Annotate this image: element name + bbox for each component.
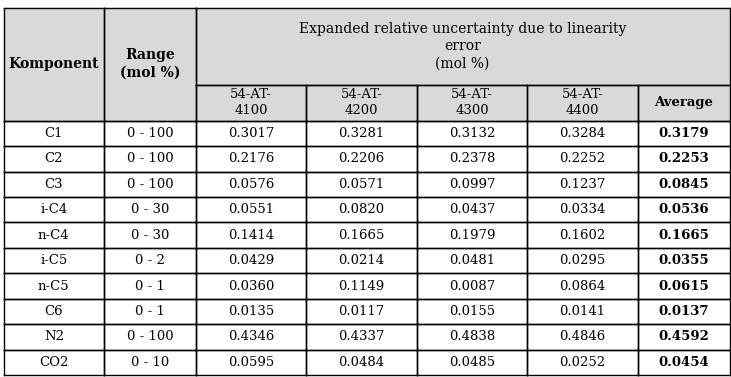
Text: 0 - 100: 0 - 100	[126, 178, 173, 191]
Text: 0.0864: 0.0864	[559, 280, 605, 293]
Text: 54-AT-
4100: 54-AT- 4100	[230, 88, 272, 117]
Text: Expanded relative uncertainty due to linearity
error
(mol %): Expanded relative uncertainty due to lin…	[299, 22, 626, 70]
Text: N2: N2	[44, 331, 64, 343]
Text: 0.0576: 0.0576	[228, 178, 274, 191]
Text: Range
(mol %): Range (mol %)	[120, 49, 180, 80]
Text: i-C4: i-C4	[40, 203, 67, 216]
Text: 0.0155: 0.0155	[449, 305, 495, 318]
Text: 0.0360: 0.0360	[228, 280, 274, 293]
Text: 0.0485: 0.0485	[449, 356, 495, 369]
Text: 0.3017: 0.3017	[228, 127, 274, 140]
Text: 0.4337: 0.4337	[338, 331, 385, 343]
Text: 0.2206: 0.2206	[338, 152, 385, 166]
Text: 0.0334: 0.0334	[559, 203, 606, 216]
Text: Komponent: Komponent	[9, 57, 99, 71]
Text: 0.4592: 0.4592	[658, 331, 709, 343]
Text: 0.4346: 0.4346	[228, 331, 274, 343]
Text: 0 - 1: 0 - 1	[135, 305, 164, 318]
Text: n-C4: n-C4	[38, 229, 69, 242]
Text: 0.1149: 0.1149	[338, 280, 385, 293]
Text: 0.0997: 0.0997	[449, 178, 495, 191]
Text: 0.0355: 0.0355	[659, 254, 709, 267]
Text: 0.1979: 0.1979	[449, 229, 495, 242]
Polygon shape	[4, 8, 104, 121]
Text: 0.0820: 0.0820	[338, 203, 385, 216]
Text: 0.0295: 0.0295	[559, 254, 605, 267]
Polygon shape	[417, 85, 527, 121]
Text: 0.0429: 0.0429	[228, 254, 274, 267]
Text: C3: C3	[45, 178, 63, 191]
Text: 0.0481: 0.0481	[449, 254, 495, 267]
Polygon shape	[637, 85, 730, 121]
Text: n-C5: n-C5	[38, 280, 69, 293]
Text: 0.0536: 0.0536	[659, 203, 709, 216]
Text: 0.3281: 0.3281	[338, 127, 385, 140]
Text: 0.4838: 0.4838	[449, 331, 495, 343]
Text: i-C5: i-C5	[40, 254, 67, 267]
Text: 0.0117: 0.0117	[338, 305, 385, 318]
Text: 0.1237: 0.1237	[559, 178, 606, 191]
Text: 54-AT-
4400: 54-AT- 4400	[561, 88, 603, 117]
Text: CO2: CO2	[39, 356, 69, 369]
Text: 0.0141: 0.0141	[559, 305, 605, 318]
Text: 0.1665: 0.1665	[338, 229, 385, 242]
Text: 0.0551: 0.0551	[228, 203, 274, 216]
Text: 0.0437: 0.0437	[449, 203, 495, 216]
Text: 0.2253: 0.2253	[658, 152, 709, 166]
Text: 0.0137: 0.0137	[659, 305, 709, 318]
Polygon shape	[104, 8, 196, 121]
Text: 0.0135: 0.0135	[228, 305, 274, 318]
Text: 0.3132: 0.3132	[449, 127, 495, 140]
Text: 0.0087: 0.0087	[449, 280, 495, 293]
Text: 0.0845: 0.0845	[659, 178, 709, 191]
Polygon shape	[196, 8, 730, 85]
Text: 0.0454: 0.0454	[658, 356, 709, 369]
Text: 0.1665: 0.1665	[658, 229, 709, 242]
Polygon shape	[196, 85, 306, 121]
Text: 0.0252: 0.0252	[559, 356, 605, 369]
Text: C2: C2	[45, 152, 63, 166]
Text: C1: C1	[45, 127, 63, 140]
Text: 0 - 1: 0 - 1	[135, 280, 164, 293]
Text: Average: Average	[654, 96, 713, 109]
Text: 54-AT-
4300: 54-AT- 4300	[451, 88, 493, 117]
Text: 0.1414: 0.1414	[228, 229, 274, 242]
Text: 0.4846: 0.4846	[559, 331, 605, 343]
Text: 0 - 10: 0 - 10	[131, 356, 169, 369]
Text: 0.0615: 0.0615	[658, 280, 709, 293]
Text: 0 - 30: 0 - 30	[131, 203, 169, 216]
Text: 0 - 100: 0 - 100	[126, 127, 173, 140]
Text: 0 - 100: 0 - 100	[126, 331, 173, 343]
Text: 0 - 2: 0 - 2	[135, 254, 164, 267]
Polygon shape	[306, 85, 417, 121]
Text: 0 - 30: 0 - 30	[131, 229, 169, 242]
Text: 0.2378: 0.2378	[449, 152, 495, 166]
Text: 0 - 100: 0 - 100	[126, 152, 173, 166]
Polygon shape	[527, 85, 637, 121]
Text: 0.0595: 0.0595	[228, 356, 274, 369]
Text: 0.3179: 0.3179	[659, 127, 709, 140]
Text: 54-AT-
4200: 54-AT- 4200	[341, 88, 382, 117]
Text: 0.1602: 0.1602	[559, 229, 605, 242]
Text: 0.0571: 0.0571	[338, 178, 385, 191]
Text: 0.0214: 0.0214	[338, 254, 385, 267]
Text: 0.3284: 0.3284	[559, 127, 605, 140]
Text: C6: C6	[45, 305, 63, 318]
Text: 0.2176: 0.2176	[228, 152, 274, 166]
Text: 0.2252: 0.2252	[559, 152, 605, 166]
Text: 0.0484: 0.0484	[338, 356, 385, 369]
